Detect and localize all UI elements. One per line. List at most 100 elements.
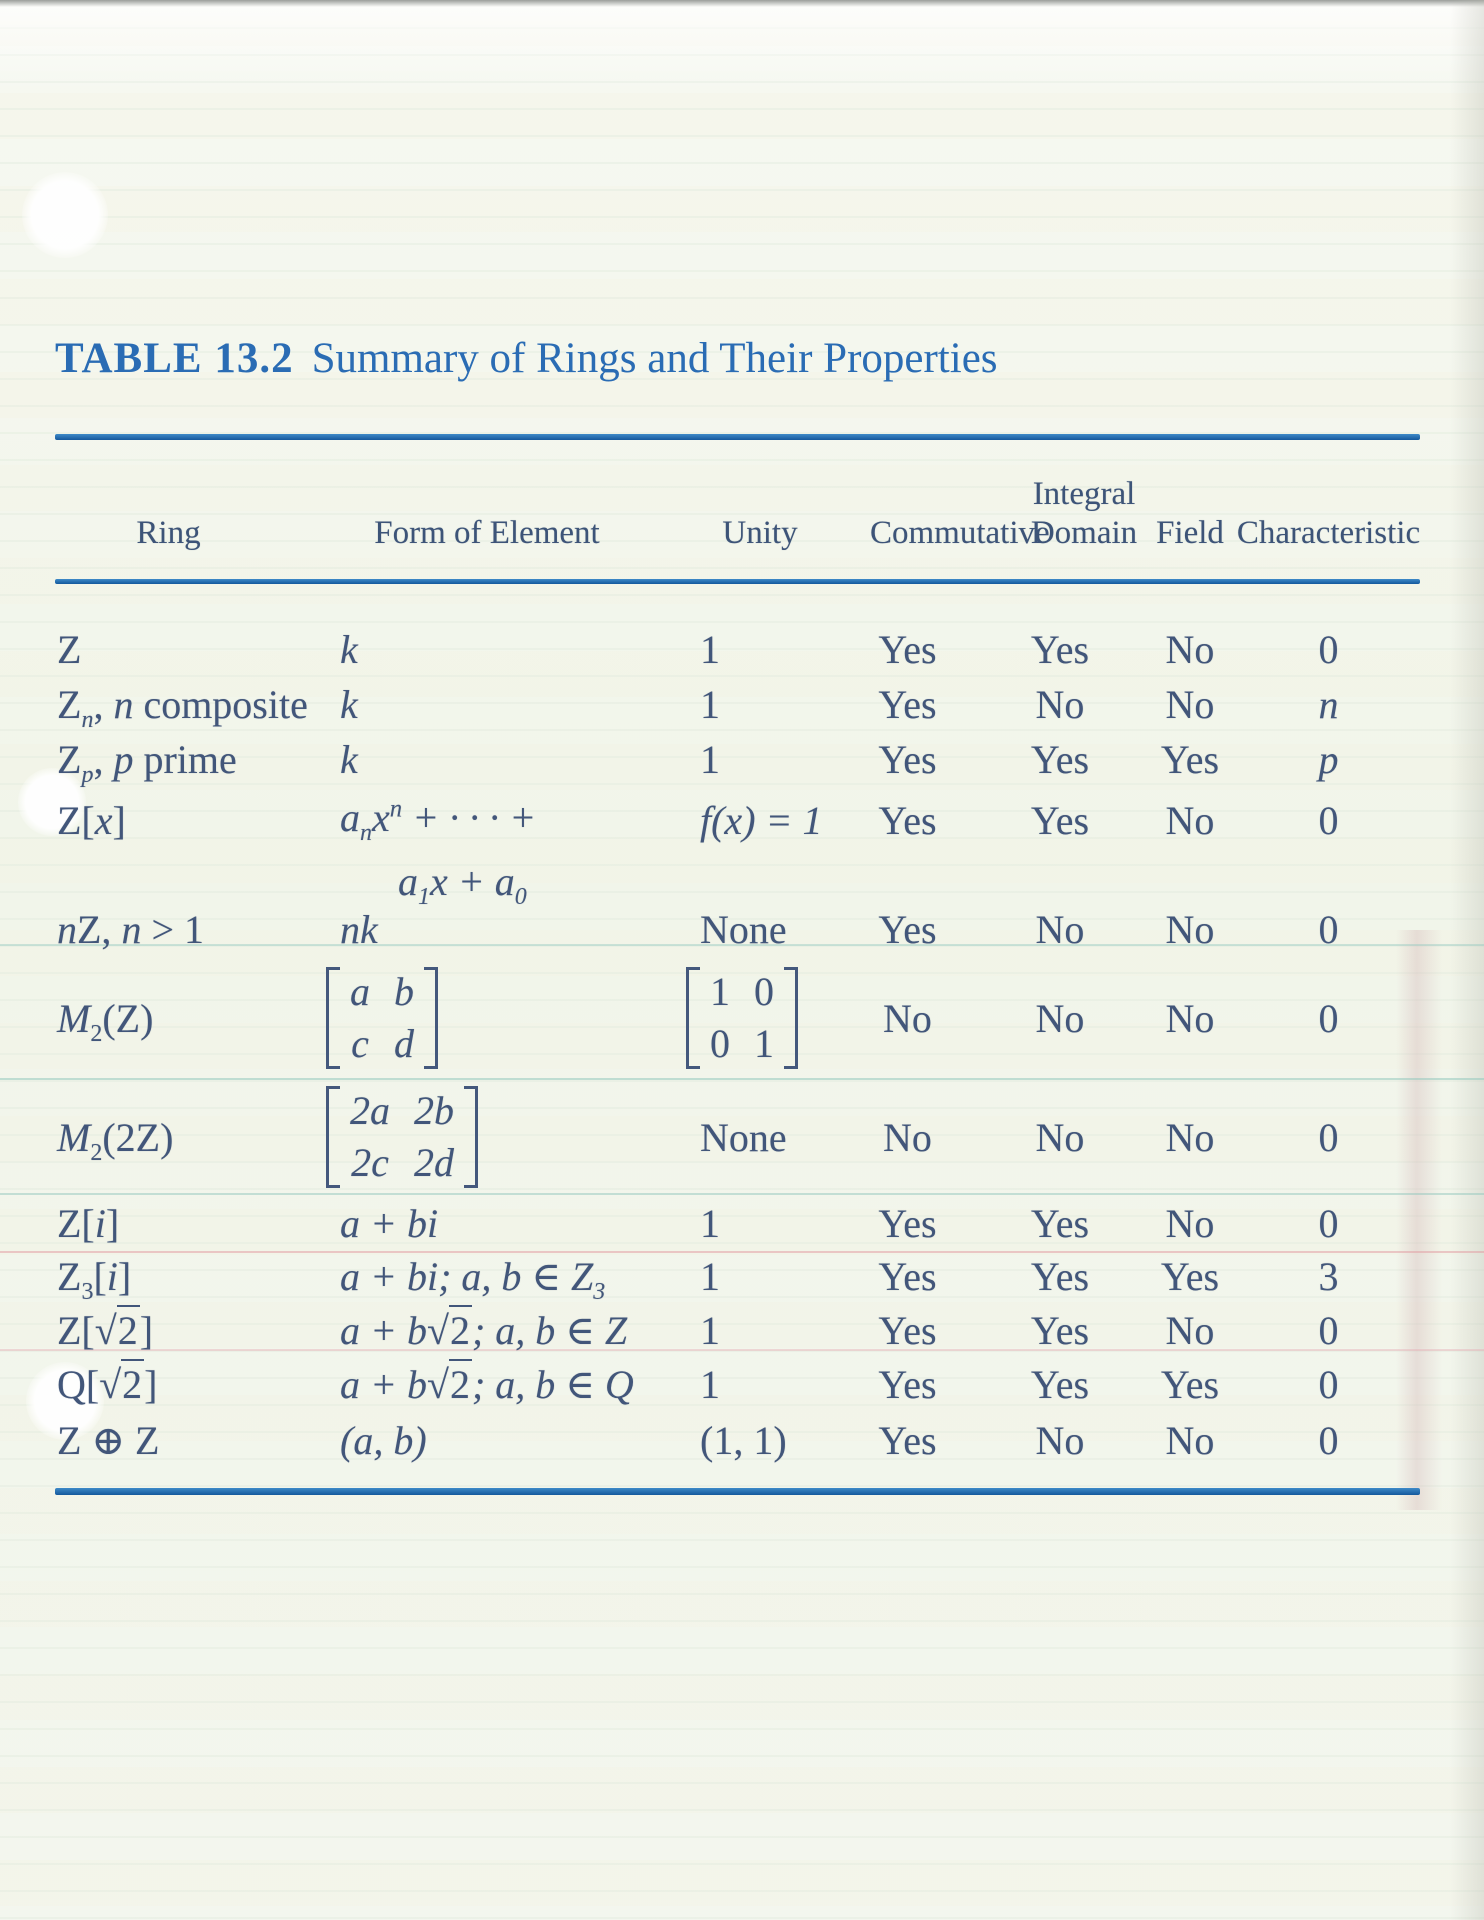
- cell-value: Yes: [1030, 1307, 1090, 1353]
- cell-value: No: [1165, 627, 1215, 672]
- matrix-2x2: 2a 2b 2c 2d: [326, 1086, 478, 1188]
- cell-field: No: [1145, 1412, 1235, 1468]
- cell-form: k: [330, 677, 680, 732]
- cell-value: Q[√2]: [57, 1359, 158, 1408]
- cell-value: No: [1165, 1200, 1215, 1246]
- table-row: Z[√2] a + b√2; a, b ∈ Z 1 Yes Yes No 0: [57, 1303, 1422, 1357]
- cell-integral_domain: No: [975, 959, 1145, 1077]
- matrix-entry: 2d: [414, 1140, 454, 1185]
- cell-unity: None: [680, 1077, 840, 1197]
- cell-value: Yes: [878, 1253, 937, 1299]
- scan-artifact-line: [0, 1251, 1484, 1253]
- cell-value: Yes: [1030, 1362, 1090, 1407]
- cell-form: anxn + · · · + a1x + a0: [330, 795, 680, 910]
- cell-value: No: [1165, 798, 1215, 843]
- cell-value: No: [1165, 1417, 1215, 1463]
- cell-field: No: [1145, 959, 1235, 1077]
- cell-characteristic: 0: [1235, 797, 1422, 844]
- cell-value: No: [1035, 906, 1085, 952]
- table-row: Z3[i] a + bi; a, b ∈ Z3 1 Yes Yes Yes 3: [57, 1249, 1422, 1305]
- cell-form: k: [330, 622, 680, 677]
- cell-field: No: [1145, 1197, 1235, 1249]
- cell-characteristic: 3: [1235, 1249, 1422, 1303]
- cell-characteristic: p: [1235, 732, 1422, 787]
- polynomial-line: anxn + · · · +: [340, 795, 537, 846]
- matrix-entry: 0: [754, 969, 774, 1014]
- cell-integral_domain: Yes: [975, 1357, 1145, 1412]
- cell-value: a + b√2; a, b ∈ Z: [340, 1304, 627, 1354]
- cell-field: No: [1145, 1077, 1235, 1197]
- cell-unity: 1: [680, 732, 840, 787]
- cell-value: Z[√2]: [57, 1304, 153, 1354]
- cell-value: No: [1035, 682, 1085, 727]
- cell-value: 1: [700, 1253, 720, 1299]
- cell-value: No: [1035, 1417, 1085, 1463]
- cell-value: nZ, n > 1: [57, 906, 204, 952]
- matrix-bracket-left: [686, 967, 700, 1069]
- punch-hole: [18, 768, 86, 836]
- matrix-entry: d: [394, 1021, 414, 1066]
- matrix-entry: 1: [710, 969, 730, 1014]
- cell-integral_domain: Yes: [975, 1249, 1145, 1303]
- column-header-ring: Ring: [136, 515, 201, 552]
- cell-ring: Z ⊕ Z: [57, 1412, 330, 1468]
- cell-integral_domain: No: [975, 677, 1145, 732]
- cell-value: No: [1035, 1114, 1085, 1160]
- cell-unity: f(x) = 1: [680, 797, 840, 844]
- cell-commutative: Yes: [840, 899, 975, 959]
- cell-value: a + bi; a, b ∈ Z3: [340, 1253, 606, 1305]
- scan-artifact-line: [0, 1193, 1484, 1195]
- table-row: M2(2Z) 2a 2b 2c 2d None No No No 0: [57, 1077, 1422, 1197]
- cell-value: 0: [1318, 1362, 1339, 1407]
- cell-characteristic: 0: [1235, 959, 1422, 1077]
- cell-form: nk: [330, 899, 680, 959]
- cell-integral_domain: Yes: [975, 797, 1145, 844]
- cell-value: nk: [340, 906, 378, 952]
- cell-value: 0: [1318, 906, 1339, 952]
- punch-hole: [22, 172, 108, 258]
- cell-value: Yes: [1030, 737, 1090, 782]
- cell-field: No: [1145, 622, 1235, 677]
- cell-value: 1: [700, 682, 720, 727]
- cell-value: Yes: [878, 798, 937, 843]
- cell-value: Yes: [878, 737, 937, 782]
- column-header-integral_domain: Integral Domain: [1030, 475, 1138, 552]
- cell-commutative: Yes: [840, 797, 975, 844]
- cell-value: 0: [1318, 995, 1339, 1041]
- cell-value: Yes: [878, 906, 937, 952]
- cell-ring: Zn, n composite: [57, 677, 330, 732]
- matrix-entry: 2b: [414, 1088, 454, 1133]
- matrix-entry: 2a: [350, 1088, 390, 1133]
- cell-ring: Zp, p prime: [57, 732, 330, 787]
- matrix-entries: 2a 2b 2c 2d: [340, 1086, 464, 1188]
- cell-commutative: Yes: [840, 732, 975, 787]
- cell-value: No: [883, 1114, 932, 1160]
- polynomial-line: a1x + a0: [398, 859, 527, 910]
- matrix-entry: 1: [754, 1021, 774, 1066]
- page-edge-shadow-top: [0, 0, 1484, 7]
- cell-value: 0: [1318, 627, 1339, 672]
- cell-field: Yes: [1145, 732, 1235, 787]
- matrix-entry: c: [351, 1021, 369, 1066]
- cell-value: M2(2Z): [57, 1114, 174, 1166]
- cell-value: 0: [1318, 1417, 1339, 1463]
- cell-commutative: Yes: [840, 677, 975, 732]
- cell-form: a + bi; a, b ∈ Z3: [330, 1249, 680, 1305]
- cell-value: f(x) = 1: [700, 798, 823, 843]
- cell-value: 1: [700, 627, 720, 672]
- cell-integral_domain: Yes: [975, 732, 1145, 787]
- cell-characteristic: 0: [1235, 622, 1422, 677]
- cell-value: k: [340, 682, 358, 727]
- matrix-bracket-left: [326, 1086, 340, 1188]
- cell-form: a + b√2; a, b ∈ Q: [330, 1357, 680, 1412]
- cell-value: Yes: [1160, 737, 1220, 782]
- cell-value: None: [700, 906, 787, 952]
- matrix-entry: 0: [710, 1021, 730, 1066]
- cell-value: Yes: [878, 1362, 937, 1407]
- cell-value: Yes: [1160, 1362, 1220, 1407]
- cell-value: Z ⊕ Z: [57, 1417, 160, 1463]
